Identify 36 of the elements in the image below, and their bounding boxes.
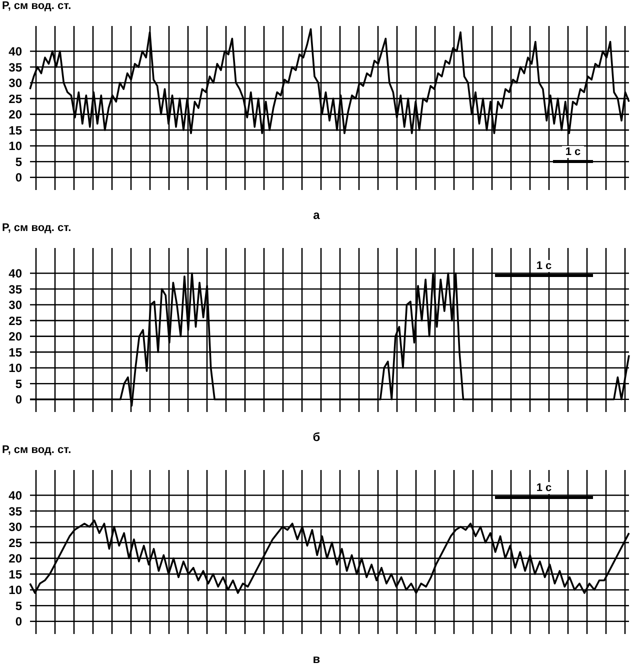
y-tick-label: 30 [8, 298, 22, 312]
y-tick-label: 40 [8, 266, 22, 280]
y-tick-label: 35 [8, 504, 22, 518]
x-axis-title: б [312, 430, 322, 444]
y-tick-label: 0 [15, 170, 22, 185]
y-tick-label: 5 [15, 376, 22, 391]
y-tick-label: 20 [8, 330, 22, 344]
y-tick-label: 35 [8, 282, 22, 296]
y-axis-title: Р, см вод. ст. [2, 444, 72, 456]
y-tick-label: 30 [8, 76, 22, 90]
y-tick-label: 20 [8, 552, 22, 566]
y-tick-label: 15 [8, 123, 22, 138]
y-tick-label: 35 [8, 60, 22, 74]
x-axis-title: а [312, 208, 321, 222]
annotation: 1 с [533, 482, 555, 494]
y-axis-title: Р, см вод. ст. [2, 0, 72, 12]
y-tick-label: 10 [8, 361, 22, 376]
annotation: 1 с [562, 146, 584, 158]
y-tick-label: 0 [15, 614, 22, 629]
y-tick-label: 25 [8, 536, 22, 550]
y-tick-label: 40 [8, 44, 22, 58]
y-tick-label: 0 [15, 392, 22, 407]
y-tick-label: 25 [8, 92, 22, 106]
y-tick-label: 15 [8, 345, 22, 360]
annotation: 1 с [533, 260, 555, 272]
y-axis-title: Р, см вод. ст. [2, 222, 72, 234]
y-tick-label: 5 [15, 598, 22, 613]
y-tick-label: 30 [8, 520, 22, 534]
y-tick-label: 15 [8, 567, 22, 582]
y-tick-label: 10 [8, 583, 22, 598]
y-tick-label: 5 [15, 154, 22, 169]
y-tick-label: 20 [8, 108, 22, 122]
x-axis-title: в [312, 652, 322, 666]
y-tick-label: 10 [8, 139, 22, 154]
y-tick-label: 40 [8, 488, 22, 502]
y-tick-label: 25 [8, 314, 22, 328]
